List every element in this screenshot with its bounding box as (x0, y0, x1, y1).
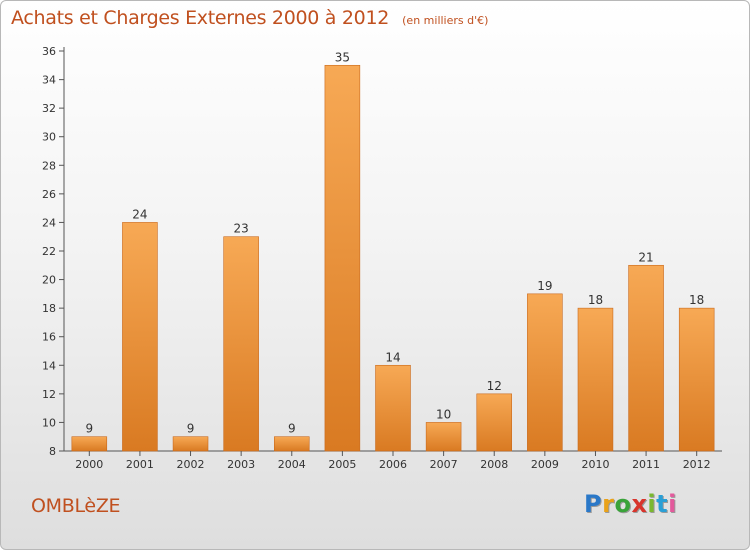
bar (71, 436, 108, 452)
commune-name: OMBLèZE (31, 495, 121, 517)
x-tick-label: 2005 (328, 458, 356, 471)
x-tick-label: 2006 (379, 458, 407, 471)
bar (425, 422, 462, 452)
y-tick-label: 30 (42, 131, 56, 144)
y-tick-label: 36 (42, 45, 56, 58)
y-tick-label: 18 (42, 302, 56, 315)
bar-value-label: 12 (487, 379, 502, 393)
y-tick-label: 32 (42, 102, 56, 115)
x-tick-label: 2009 (531, 458, 559, 471)
logo-letter: x (631, 490, 648, 518)
logo-letter: i (647, 490, 657, 518)
bar-value-label: 21 (638, 250, 653, 264)
logo-letter: o (614, 490, 632, 518)
bar-value-label: 18 (689, 293, 704, 307)
bar (476, 393, 512, 452)
y-tick-label: 24 (42, 216, 56, 229)
chart-subtitle: (en milliers d'€) (402, 14, 489, 27)
logo-letter: P (584, 490, 603, 518)
x-tick-label: 2000 (75, 458, 103, 471)
bar-value-label: 18 (588, 293, 603, 307)
y-tick-label: 20 (42, 274, 56, 287)
bar (577, 307, 614, 452)
bar (223, 236, 259, 452)
y-tick-label: 26 (42, 188, 56, 201)
bar (172, 436, 209, 452)
bar (628, 264, 664, 452)
y-tick-label: 22 (42, 245, 56, 258)
y-tick-label: 14 (42, 359, 56, 372)
x-tick-label: 2012 (683, 458, 711, 471)
logo-letter: t (656, 490, 669, 518)
y-tick-label: 34 (42, 74, 56, 87)
x-tick-label: 2010 (581, 458, 609, 471)
logo-letter: r (602, 490, 615, 518)
bar-value-label: 35 (335, 50, 350, 64)
y-tick-label: 28 (42, 159, 56, 172)
x-tick-label: 2011 (632, 458, 660, 471)
logo-letter: i (668, 490, 677, 518)
bar-value-label: 9 (85, 422, 93, 436)
bar (678, 307, 715, 452)
x-tick-label: 2001 (126, 458, 154, 471)
bar (122, 222, 158, 452)
bar-value-label: 24 (132, 207, 147, 221)
bar (375, 364, 411, 452)
bar (527, 293, 563, 452)
bar-value-label: 23 (234, 222, 249, 236)
y-tick-label: 8 (49, 445, 56, 458)
x-tick-label: 2002 (177, 458, 205, 471)
proxiti-logo: Proxiti (584, 490, 677, 518)
bar-value-label: 19 (537, 279, 552, 293)
x-tick-label: 2007 (430, 458, 458, 471)
bar-value-label: 9 (187, 422, 195, 436)
bar (324, 64, 361, 452)
chart-title: Achats et Charges Externes 2000 à 2012 (11, 7, 390, 29)
bar (274, 436, 310, 452)
x-tick-label: 2008 (480, 458, 508, 471)
y-tick-label: 16 (42, 331, 56, 344)
y-tick-label: 10 (42, 416, 56, 429)
bar-value-label: 10 (436, 407, 451, 421)
y-tick-label: 12 (42, 388, 56, 401)
x-tick-label: 2003 (227, 458, 255, 471)
bar-value-label: 9 (288, 422, 296, 436)
chart-title-block: Achats et Charges Externes 2000 à 2012 (… (11, 7, 488, 29)
bar-value-label: 14 (385, 350, 400, 364)
x-tick-label: 2004 (278, 458, 306, 471)
